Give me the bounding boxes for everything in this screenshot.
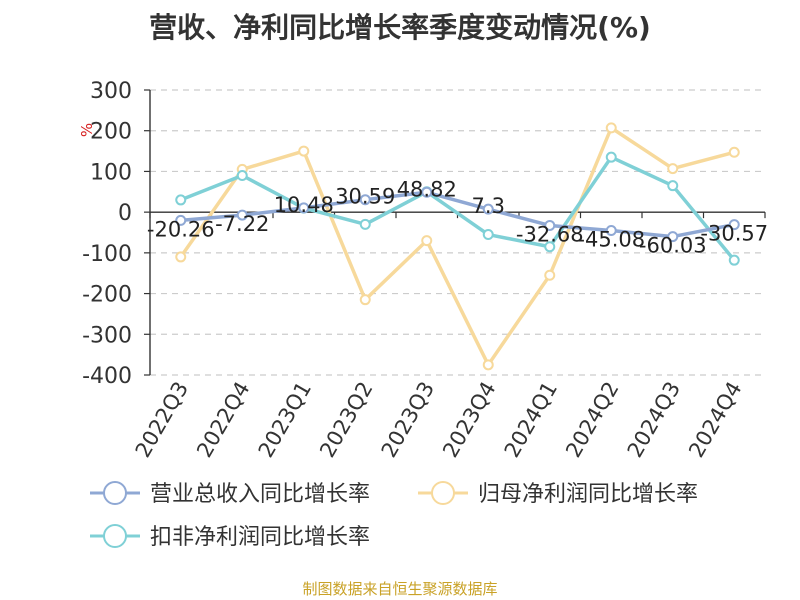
source-footer: 制图数据来自恒生聚源数据库	[302, 580, 498, 598]
y-tick-label: 100	[90, 160, 132, 185]
x-tick-label: 2024Q2	[561, 378, 623, 462]
x-tick-label: 2024Q3	[623, 378, 685, 462]
data-point	[175, 251, 187, 263]
legend-label: 归母净利润同比增长率	[478, 482, 698, 507]
x-tick-label: 2022Q4	[192, 378, 254, 462]
y-tick-label: -300	[82, 323, 132, 348]
data-point	[667, 231, 679, 243]
legend-item: 扣非净利润同比增长率	[90, 524, 370, 550]
data-label: 10.48	[274, 193, 334, 217]
data-point	[605, 122, 617, 134]
legend-item: 营业总收入同比增长率	[90, 481, 370, 507]
series-lines	[175, 122, 740, 371]
series-line	[180, 190, 735, 239]
data-point	[728, 219, 740, 231]
data-point	[359, 218, 371, 230]
x-tick-label: 2024Q1	[500, 378, 562, 462]
data-label: 48.82	[397, 177, 457, 201]
data-point	[728, 254, 740, 266]
data-label: 7.3	[472, 194, 505, 218]
data-label: -60.03	[639, 234, 707, 258]
data-point	[728, 146, 740, 158]
data-label: -32.68	[516, 222, 584, 246]
data-point	[667, 163, 679, 175]
data-label: -7.22	[215, 212, 269, 236]
x-tick-label: 2023Q3	[377, 378, 439, 462]
x-tick-label: 2023Q4	[438, 378, 500, 462]
x-tick-label: 2024Q4	[684, 378, 746, 462]
data-point	[359, 294, 371, 306]
series-line	[179, 126, 735, 367]
x-tick-label: 2023Q1	[254, 378, 316, 462]
y-tick-label: 0	[118, 201, 132, 226]
y-tick-label: -400	[82, 364, 132, 389]
y-tick-label: 200	[90, 120, 132, 145]
series-line	[180, 155, 736, 262]
data-label: -45.08	[577, 227, 645, 251]
data-label: 30.59	[335, 185, 395, 209]
data-point	[175, 214, 187, 226]
data-point	[482, 229, 494, 241]
data-point	[544, 241, 556, 253]
legend-label: 扣非净利润同比增长率	[150, 525, 370, 550]
data-point	[667, 180, 679, 192]
y-tick-label: -100	[82, 242, 132, 267]
data-point	[482, 359, 494, 371]
data-point	[482, 203, 494, 215]
data-label: -20.26	[147, 217, 215, 241]
legend-swatch-marker	[103, 524, 127, 548]
chart-title: 营收、净利同比增长率季度变动情况(%)	[149, 11, 651, 44]
legend-swatch-marker	[431, 481, 455, 505]
legend-label: 营业总收入同比增长率	[150, 482, 370, 507]
data-point	[421, 235, 433, 247]
data-point	[236, 170, 248, 181]
x-tick-label: 2022Q3	[131, 378, 193, 462]
data-point	[544, 269, 556, 281]
data-point	[605, 151, 617, 163]
data-point	[175, 194, 187, 206]
data-point	[298, 202, 310, 214]
legend-swatch-marker	[103, 481, 127, 505]
x-tick-label: 2023Q2	[315, 378, 377, 462]
y-tick-label: -200	[82, 283, 132, 308]
gridlines	[150, 89, 765, 376]
data-point	[421, 186, 433, 198]
y-tick-label: 300	[90, 79, 132, 104]
data-label: -30.57	[700, 222, 768, 246]
data-point	[544, 219, 556, 231]
y-axis-unit-label: %	[78, 123, 96, 137]
data-point	[236, 209, 248, 221]
legend-item: 归母净利润同比增长率	[418, 481, 698, 507]
data-point	[298, 145, 310, 157]
data-point	[359, 194, 371, 206]
data-point	[605, 224, 617, 236]
